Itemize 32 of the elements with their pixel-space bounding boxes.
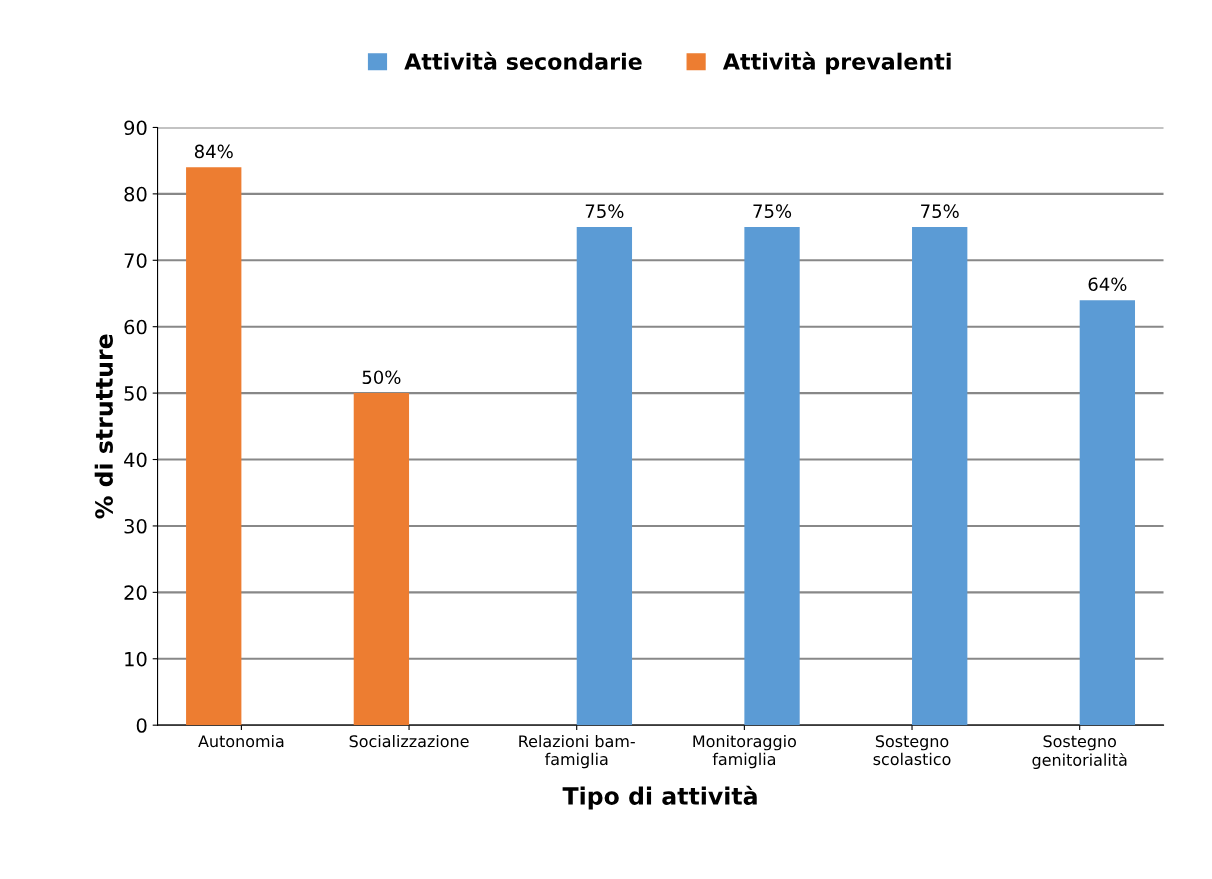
bar — [186, 167, 242, 726]
data-label: 75% — [753, 204, 792, 219]
legend-label: Attività prevalenti — [722, 51, 951, 75]
x-tick-label: Autonomia — [198, 734, 284, 748]
bar — [744, 227, 800, 726]
x-tick-label: Sostegno genitorialità — [1032, 735, 1127, 770]
bar — [353, 393, 410, 726]
y-tick-label: 50 — [124, 386, 147, 401]
x-tick-label: Relazioni bam- famiglia — [519, 734, 635, 769]
y-tick-label: 80 — [124, 186, 147, 202]
x-tick-label: Monitoraggio famiglia — [693, 734, 796, 769]
x-tick-label: Socializzazione — [349, 734, 469, 748]
y-tick-label: 20 — [124, 585, 147, 601]
x-tick-label: Sostegno scolastico — [873, 735, 951, 766]
bar — [576, 227, 633, 726]
y-tick-label: 10 — [125, 651, 147, 667]
y-tick-label: 90 — [124, 120, 147, 136]
data-label: 64% — [1088, 277, 1127, 292]
bar — [912, 227, 968, 726]
legend-label: Attività secondarie — [404, 51, 642, 70]
y-tick-label: 30 — [124, 518, 147, 534]
y-axis-title: % di strutture — [94, 334, 113, 519]
bar — [1079, 300, 1136, 726]
x-axis-title: Tipo di attività — [562, 785, 757, 810]
data-label: 84% — [194, 144, 233, 159]
y-tick-label: 60 — [124, 319, 147, 335]
y-tick-label: 70 — [124, 253, 147, 268]
data-label: 75% — [921, 204, 959, 219]
data-label: 75% — [585, 204, 624, 219]
y-tick-label: 40 — [124, 452, 147, 468]
data-label: 50% — [362, 370, 401, 385]
y-tick-label: 0 — [136, 718, 147, 733]
